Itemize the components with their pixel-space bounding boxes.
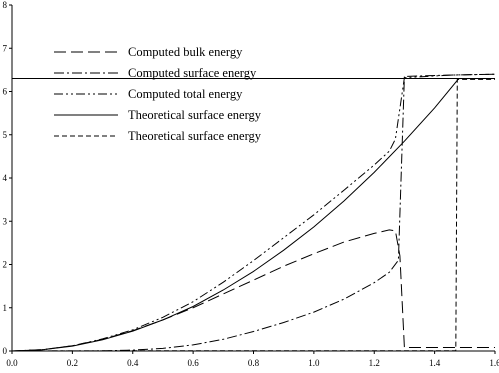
y-tick-label: 7 [3, 43, 8, 53]
x-tick-label: 0.6 [188, 358, 200, 368]
y-tick-label: 8 [3, 0, 8, 10]
x-tick-label: 0.0 [6, 358, 18, 368]
legend-label: Computed total energy [128, 87, 243, 101]
y-tick-label: 1 [3, 303, 8, 313]
y-tick-label: 4 [3, 173, 8, 183]
y-tick-label: 5 [3, 130, 8, 140]
x-tick-label: 0.2 [67, 358, 78, 368]
x-tick-label: 0.8 [248, 358, 260, 368]
series-line-3 [11, 78, 495, 352]
y-tick-label: 2 [3, 260, 8, 270]
series-line-1 [11, 73, 496, 352]
x-tick-label: 1.2 [369, 358, 380, 368]
legend-label: Theoretical surface energy [128, 108, 262, 122]
x-tick-label: 0.4 [127, 358, 139, 368]
legend: Computed bulk energy Computed surface ene… [54, 45, 262, 143]
y-tick-label: 0 [3, 346, 8, 356]
legend-label: Theoretical surface energy [128, 129, 262, 143]
x-tick-label: 1.6 [489, 358, 499, 368]
axis-ticks: 0.0 0.2 0.4 0.6 0.8 1.0 1.2 1.4 1.6 0 1 2 3 4 5 6 7 8 [3, 0, 499, 368]
legend-label: Computed surface energy [128, 66, 257, 80]
legend-label: Computed bulk energy [128, 45, 243, 59]
series-line-0 [11, 229, 495, 352]
y-tick-label: 6 [3, 87, 8, 97]
series-line-4 [11, 78, 495, 352]
x-tick-label: 1.0 [308, 358, 320, 368]
series-group [11, 73, 496, 352]
x-tick-label: 1.4 [429, 358, 441, 368]
series-line-2 [11, 73, 496, 352]
y-tick-label: 3 [3, 216, 8, 226]
